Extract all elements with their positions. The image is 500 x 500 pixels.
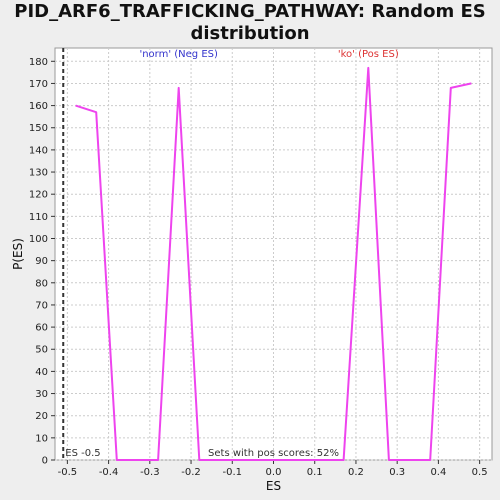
y-tick-label: 180 <box>29 57 48 68</box>
x-tick-label: -0.2 <box>181 467 201 478</box>
y-tick-label: 110 <box>29 212 48 223</box>
y-tick-label: 130 <box>29 168 48 179</box>
x-axis-label: ES <box>266 479 281 493</box>
y-tick-label: 50 <box>35 345 48 356</box>
series-group <box>75 66 472 461</box>
y-tick-label: 30 <box>35 389 48 400</box>
x-tick-label: -0.5 <box>58 467 78 478</box>
y-tick-label: 0 <box>42 456 48 467</box>
y-axis-label: P(ES) <box>11 238 25 270</box>
y-tick-label: 150 <box>29 123 48 134</box>
x-tick-label: 0.4 <box>430 467 446 478</box>
y-tick-label: 100 <box>29 234 48 245</box>
axes: 0 10 20 30 40 50 60 70 80 90 100 110 120 130 140 150 160… <box>29 48 488 478</box>
x-tick-label: -0.4 <box>99 467 119 478</box>
pos-scores-label: Sets with pos scores: 52% <box>208 448 339 459</box>
series-line <box>75 66 472 461</box>
y-tick-label: 20 <box>35 411 48 422</box>
pos-es-label: 'ko' (Pos ES) <box>338 49 399 60</box>
y-tick-label: 70 <box>35 300 48 311</box>
x-tick-label: 0.5 <box>472 467 488 478</box>
x-tick-label: -0.3 <box>140 467 160 478</box>
y-tick-label: 10 <box>35 433 48 444</box>
y-tick-label: 60 <box>35 323 48 334</box>
x-tick-label: -0.1 <box>223 467 243 478</box>
y-tick-label: 80 <box>35 278 48 289</box>
es-value-label: ES -0.5 <box>65 448 100 459</box>
x-tick-label: 0.0 <box>266 467 282 478</box>
y-tick-label: 160 <box>29 101 48 112</box>
y-tick-label: 90 <box>35 256 48 267</box>
neg-es-label: 'norm' (Neg ES) <box>139 49 218 60</box>
y-tick-label: 120 <box>29 190 48 201</box>
y-tick-label: 140 <box>29 145 48 156</box>
chart-title: PID_ARF6_TRAFFICKING_PATHWAY: Random ES … <box>14 1 486 44</box>
x-tick-label: 0.1 <box>307 467 323 478</box>
annotations: 'norm' (Neg ES) 'ko' (Pos ES) ES -0.5 Sets … <box>65 49 399 459</box>
y-tick-label: 170 <box>29 79 48 90</box>
y-tick-label: 40 <box>35 367 48 378</box>
grid <box>55 48 492 461</box>
x-tick-label: 0.2 <box>348 467 364 478</box>
x-tick-label: 0.3 <box>389 467 405 478</box>
